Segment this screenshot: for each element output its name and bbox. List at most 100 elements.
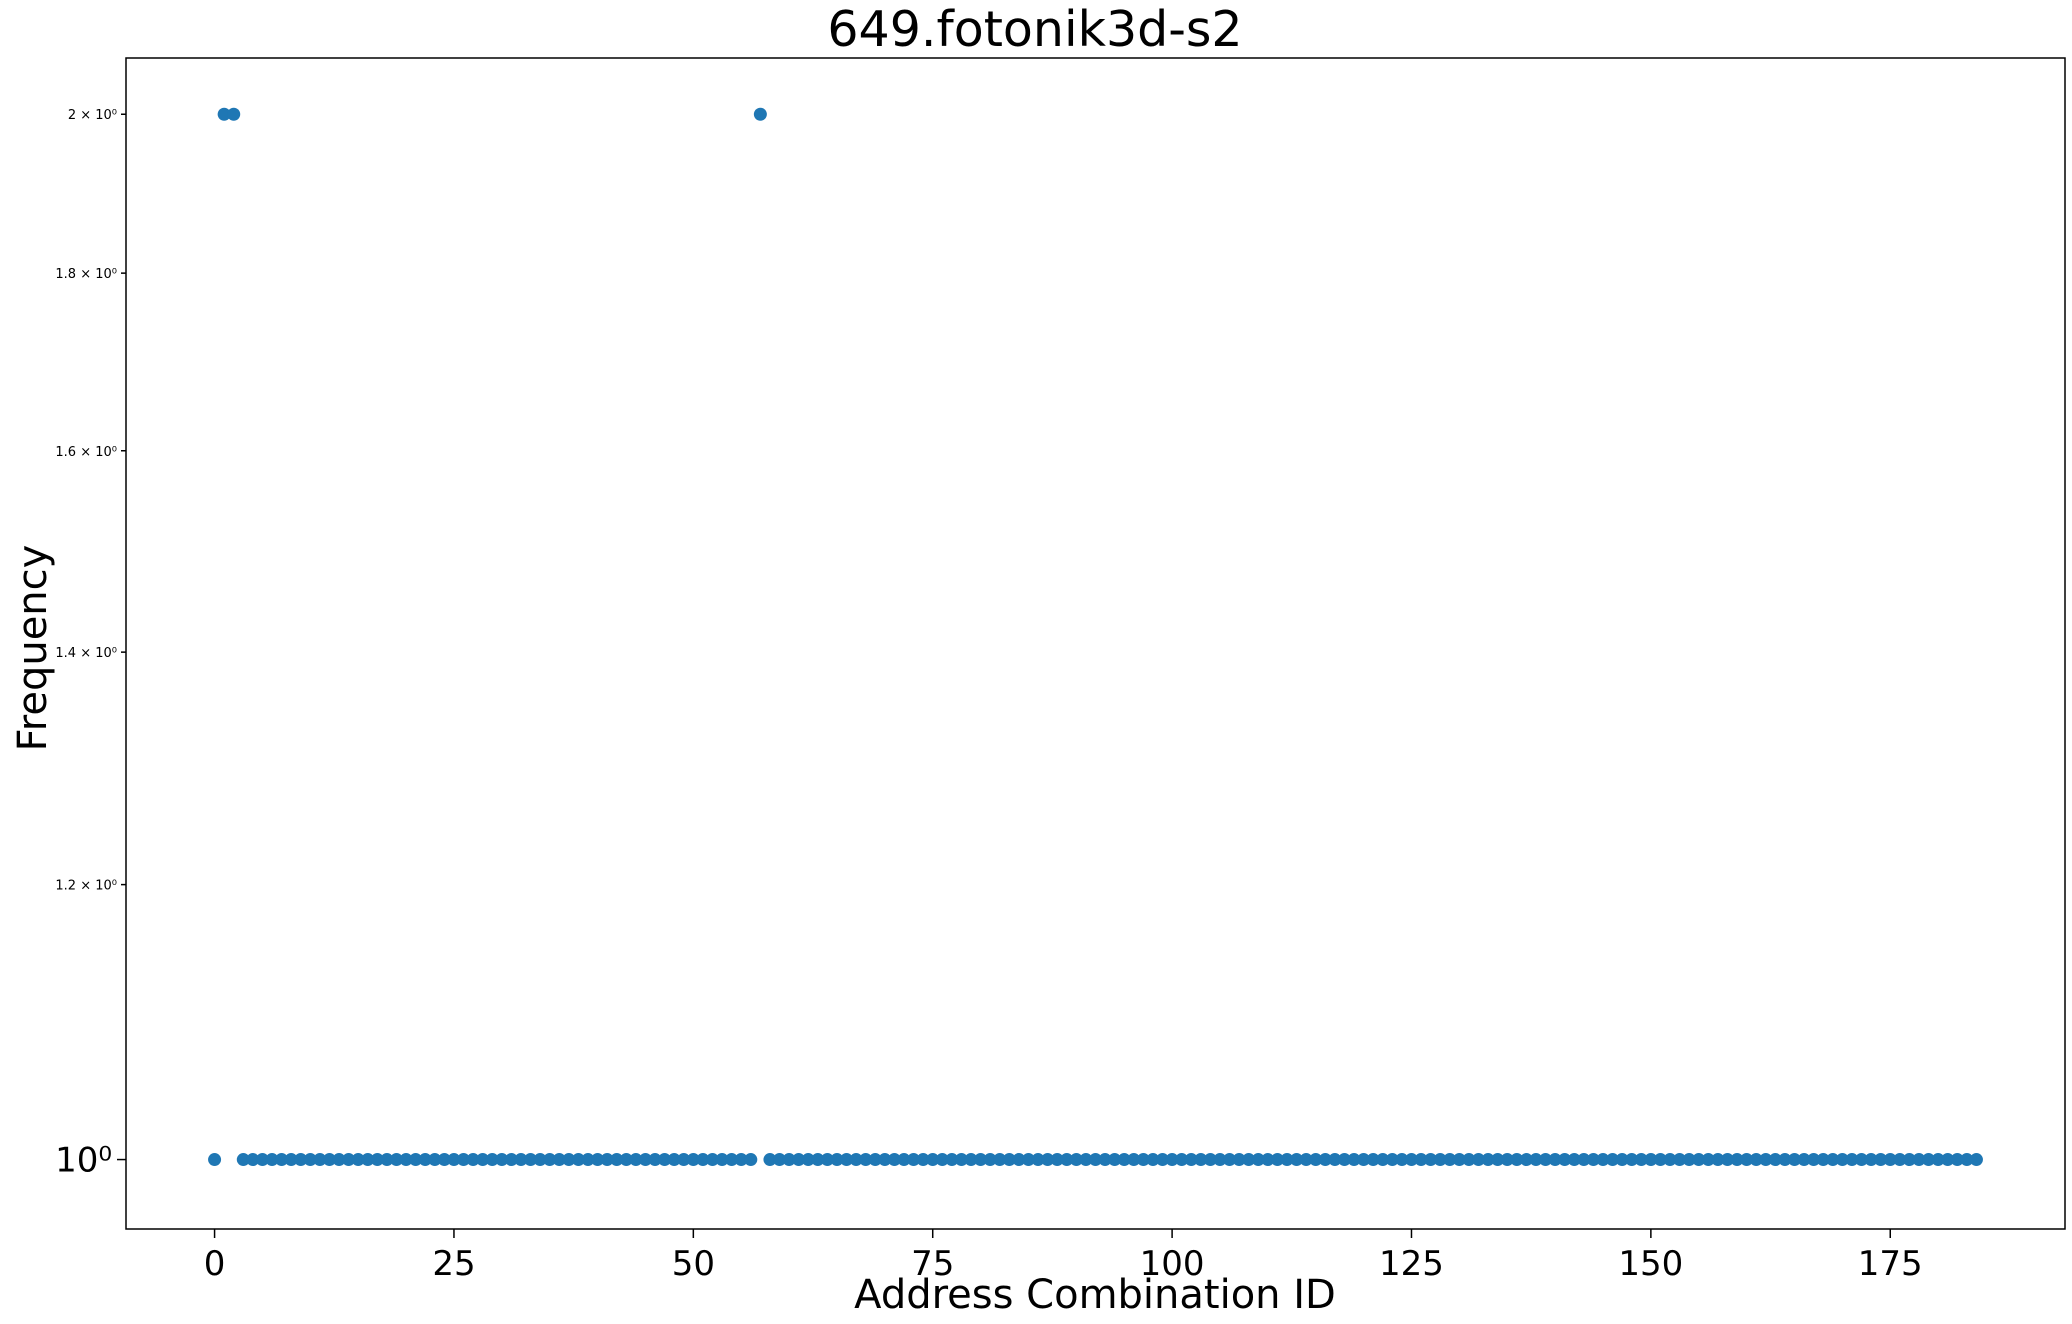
data-point (1596, 1153, 1610, 1167)
data-point (1855, 1153, 1869, 1167)
data-point (351, 1153, 365, 1167)
data-point (246, 1153, 260, 1167)
data-point (983, 1153, 997, 1167)
data-point (1893, 1153, 1907, 1167)
data-point (1156, 1153, 1170, 1167)
data-point (1778, 1153, 1792, 1167)
data-point (1290, 1153, 1304, 1167)
data-point (1864, 1153, 1878, 1167)
data-point (1653, 1153, 1667, 1167)
data-point (993, 1153, 1007, 1167)
data-point (1021, 1153, 1035, 1167)
data-point (1404, 1153, 1418, 1167)
data-point (1539, 1153, 1553, 1167)
data-point (686, 1153, 700, 1167)
y-minor-tick-label: 1.4 × 10⁰ (55, 646, 117, 661)
data-point (1395, 1153, 1409, 1167)
data-point (1845, 1153, 1859, 1167)
data-point (1950, 1153, 1964, 1167)
data-point (1079, 1153, 1093, 1167)
data-point (1768, 1153, 1782, 1167)
data-point (1136, 1153, 1150, 1167)
data-point (600, 1153, 614, 1167)
data-point (1337, 1153, 1351, 1167)
data-point (715, 1153, 729, 1167)
y-axis-ticks: 10⁰ 1.2 × 10⁰ 1.4 × 10⁰ 1.6 × 10⁰ 1.8 × 10⁰ 2… (55, 108, 126, 1181)
data-point (1098, 1153, 1112, 1167)
data-point (1242, 1153, 1256, 1167)
plot-frame (125, 57, 2066, 1230)
data-point (658, 1153, 672, 1167)
data-point (409, 1153, 423, 1167)
data-point (370, 1153, 384, 1167)
data-point (1194, 1153, 1208, 1167)
data-point (1424, 1153, 1438, 1167)
data-point (887, 1153, 901, 1167)
data-point (1270, 1153, 1284, 1167)
data-point (1280, 1153, 1294, 1167)
data-point (1759, 1153, 1773, 1167)
data-point (1788, 1153, 1801, 1167)
data-point (801, 1153, 815, 1167)
data-point (1041, 1153, 1055, 1167)
data-point (1127, 1153, 1141, 1167)
data-point (1692, 1153, 1706, 1167)
data-point (1577, 1153, 1591, 1167)
data-point (1816, 1153, 1830, 1167)
data-point (533, 1153, 547, 1167)
data-point (1328, 1153, 1342, 1167)
data-point (1050, 1153, 1064, 1167)
data-point (1213, 1153, 1227, 1167)
data-point (313, 1153, 327, 1167)
data-point (227, 107, 241, 121)
data-point (1883, 1153, 1897, 1167)
data-point (1740, 1153, 1754, 1167)
x-tick-label: 0 (204, 1244, 226, 1284)
data-point (1069, 1153, 1083, 1167)
data-point (677, 1153, 691, 1167)
data-point (1481, 1153, 1495, 1167)
chart-title: 649.fotonik3d-s2 (827, 1, 1242, 58)
data-point (1089, 1153, 1102, 1167)
data-point (954, 1153, 968, 1167)
data-point (1203, 1153, 1217, 1167)
data-point (437, 1153, 451, 1167)
data-point (1711, 1153, 1725, 1167)
data-point (1500, 1153, 1514, 1167)
x-tick-label: 100 (1140, 1244, 1205, 1284)
data-point (1060, 1153, 1074, 1167)
data-point (485, 1153, 499, 1167)
data-point (380, 1153, 394, 1167)
data-point (667, 1153, 681, 1167)
x-tick-label: 150 (1618, 1244, 1683, 1284)
data-point (1720, 1153, 1734, 1167)
data-point (1730, 1153, 1744, 1167)
data-point (792, 1153, 806, 1167)
data-point (1749, 1153, 1763, 1167)
data-point (1606, 1153, 1620, 1167)
data-point (1960, 1153, 1974, 1167)
data-point (753, 107, 767, 121)
data-point (543, 1153, 557, 1167)
data-point (907, 1153, 921, 1167)
data-point (1117, 1153, 1131, 1167)
data-point (1835, 1153, 1849, 1167)
y-minor-tick-label: 2 × 10⁰ (68, 108, 117, 123)
data-point (1941, 1153, 1955, 1167)
data-point (1807, 1153, 1821, 1167)
x-tick-label: 25 (432, 1244, 475, 1284)
y-axis-label: Frequency (10, 545, 56, 752)
data-point (1376, 1153, 1390, 1167)
x-tick-label: 125 (1379, 1244, 1444, 1284)
data-point (1969, 1153, 1983, 1167)
data-point (1223, 1153, 1237, 1167)
data-point (773, 1153, 787, 1167)
data-point (1567, 1153, 1581, 1167)
data-point (868, 1153, 882, 1167)
data-point (763, 1153, 777, 1167)
data-point (1232, 1153, 1246, 1167)
x-axis-label: Address Combination ID (854, 1272, 1336, 1318)
data-point (1682, 1153, 1696, 1167)
data-point (1644, 1153, 1658, 1167)
